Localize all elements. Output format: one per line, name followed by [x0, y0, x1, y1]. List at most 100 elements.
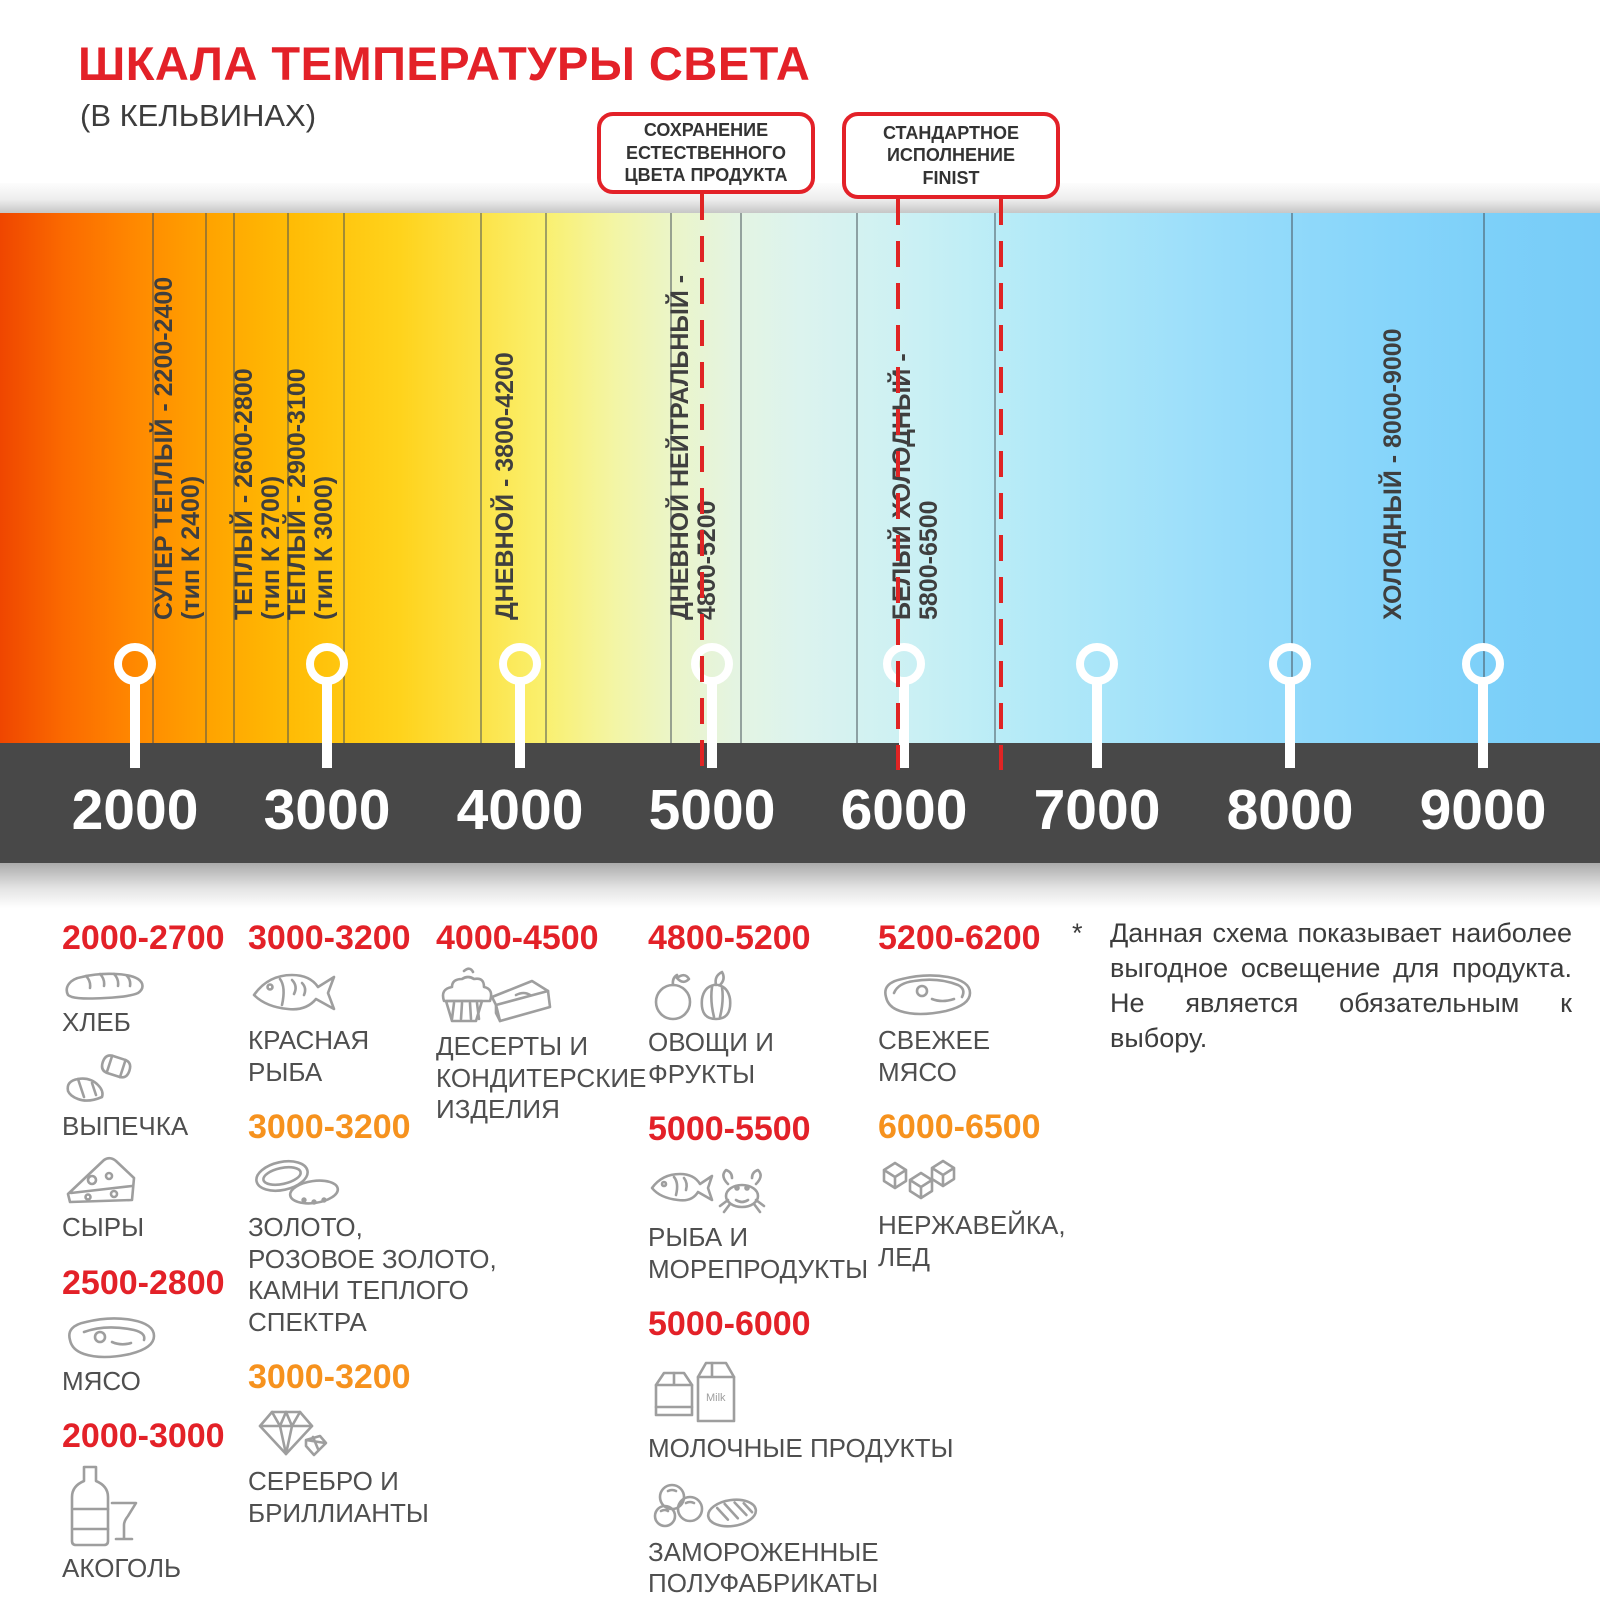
product-column: 5200-6200 СВЕЖЕЕ МЯСО 6000-6500 НЕРЖАВЕЙКА,… — [878, 905, 1098, 1273]
temperature-range-label: 5000-6000 — [648, 1305, 811, 1343]
page-title: ШКАЛА ТЕМПЕРАТУРЫ СВЕТА — [78, 37, 811, 90]
footnote-asterisk: * — [1072, 918, 1083, 948]
zone-label: ДНЕВНОЙ - 3800-4200 — [490, 352, 519, 620]
footnote-text: Данная схема показывает наиболее выгодно… — [1110, 918, 1572, 1054]
dessert-icon — [436, 965, 656, 1027]
axis-tick-label: 3000 — [263, 778, 391, 842]
temperature-range-label: 2000-2700 — [62, 919, 225, 957]
zone-label: ХОЛОДНЫЙ - 8000-9000 — [1378, 328, 1407, 620]
page-subtitle: (В КЕЛЬВИНАХ) — [80, 98, 317, 133]
product-item: РЫБА И МОРЕПРОДУКТЫ — [648, 1156, 868, 1285]
zone-label: СУПЕР ТЕПЛЫЙ - 2200-2400 (тип К 2400) — [150, 276, 205, 620]
zone-boundary-line — [994, 213, 996, 743]
product-item-label: ЗОЛОТО, РОЗОВОЕ ЗОЛОТО, КАМНИ ТЕПЛОГО СП… — [248, 1212, 497, 1337]
guide-dashed-line — [700, 194, 704, 770]
product-item: ХЛЕБ — [62, 965, 282, 1039]
axis-marker-ring — [1076, 643, 1118, 685]
temperature-range-label: 2500-2800 — [62, 1263, 225, 1302]
product-item-label: ХЛЕБ — [62, 1007, 131, 1037]
fish-icon — [248, 965, 468, 1021]
meat-icon — [62, 1310, 282, 1362]
product-item: СЕРЕБРО И БРИЛЛИАНТЫ — [248, 1404, 468, 1529]
product-item-label: СВЕЖЕЕ МЯСО — [878, 1025, 991, 1087]
axis-marker-stem — [707, 681, 717, 768]
temperature-range-label: 2000-3000 — [62, 1417, 225, 1455]
zone-boundary-line — [670, 213, 672, 743]
axis-marker-stem — [1092, 681, 1102, 768]
product-item-label: ВЫПЕЧКА — [62, 1110, 189, 1141]
axis-tick-label: 9000 — [1419, 778, 1547, 842]
zone-boundary-line — [233, 213, 235, 743]
axis-marker-ring — [883, 643, 925, 685]
axis-marker-ring — [1462, 643, 1504, 685]
product-item-label: ЗАМОРОЖЕННЫЕ ПОЛУФАБРИКАТЫ — [648, 1536, 879, 1599]
product-item-label: ДЕСЕРТЫ И КОНДИТЕРСКИЕ ИЗДЕЛИЯ — [436, 1031, 647, 1124]
product-item: СВЕЖЕЕ МЯСО — [878, 965, 1098, 1088]
product-item: КРАСНАЯ РЫБА — [248, 965, 468, 1088]
product-column: 4800-5200 ОВОЩИ И ФРУКТЫ 5000-5500 РЫБА И М… — [648, 905, 954, 1600]
temperature-range-label: 5000-5500 — [648, 1110, 811, 1148]
zone-label: ТЕПЛЫЙ - 2600-2800 (тип К 2700) — [230, 368, 285, 620]
product-item-label: СЫРЫ — [62, 1212, 145, 1242]
axis-tick-label: 2000 — [71, 778, 199, 842]
axis-tick-label: 5000 — [648, 778, 776, 842]
product-item-label: КРАСНАЯ РЫБА — [248, 1025, 370, 1087]
callout-finist-standard: СТАНДАРТНОЕ ИСПОЛНЕНИЕ FINIST — [842, 112, 1060, 199]
callout-natural-color-text: СОХРАНЕНИЕ ЕСТЕСТВЕННОГО ЦВЕТА ПРОДУКТА — [624, 120, 788, 186]
temperature-range-label: 5200-6200 — [878, 919, 1041, 957]
croissant-icon — [62, 1049, 282, 1107]
axis-tick-label: 4000 — [456, 778, 584, 842]
axis-tick-label: 7000 — [1033, 778, 1161, 842]
temperature-range-label: 3000-3200 — [248, 1358, 411, 1396]
temperature-range-label: 4000-4500 — [436, 919, 599, 957]
zone-boundary-line — [343, 213, 345, 743]
zone-boundary-line — [287, 213, 289, 743]
axis-marker-ring — [691, 643, 733, 685]
zone-boundary-line — [740, 213, 742, 743]
product-item-label: СЕРЕБРО И БРИЛЛИАНТЫ — [248, 1466, 429, 1528]
product-item: Milk МОЛОЧНЫЕ ПРОДУКТЫ — [648, 1351, 954, 1465]
product-item: СЫРЫ — [62, 1152, 282, 1244]
temperature-range-label: 3000-3200 — [248, 919, 411, 957]
axis-marker-stem — [515, 681, 525, 768]
bread-icon — [62, 965, 282, 1003]
product-item-label: МОЛОЧНЫЕ ПРОДУКТЫ — [648, 1433, 954, 1463]
ice-icon — [878, 1154, 1098, 1206]
axis-marker-stem — [899, 681, 909, 768]
axis-shadow — [0, 863, 1600, 908]
temperature-range-label: 4800-5200 — [648, 919, 811, 957]
zone-boundary-line — [856, 213, 858, 743]
milk-icon: Milk — [648, 1351, 868, 1429]
cheese-icon — [62, 1152, 282, 1208]
zone-label: ДНЕВНОЙ НЕЙТРАЛЬНЫЙ - 4800-5200 — [666, 274, 721, 620]
product-column: 2000-2700 ХЛЕБ ВЫПЕЧКА СЫРЫ 2500-2800 МЯСО 200… — [62, 905, 282, 1585]
product-item-label: РЫБА И МОРЕПРОДУКТЫ — [648, 1222, 869, 1284]
callout-natural-color: СОХРАНЕНИЕ ЕСТЕСТВЕННОГО ЦВЕТА ПРОДУКТА — [597, 112, 815, 194]
axis-marker-ring — [114, 643, 156, 685]
temperature-range-label: 6000-6500 — [878, 1108, 1041, 1146]
product-item: НЕРЖАВЕЙКА, ЛЕД — [878, 1154, 1098, 1273]
product-item: ДЕСЕРТЫ И КОНДИТЕРСКИЕ ИЗДЕЛИЯ — [436, 965, 656, 1126]
zone-boundary-line — [1291, 213, 1293, 743]
diamond-icon — [248, 1404, 468, 1462]
zone-boundary-line — [545, 213, 547, 743]
axis-marker-ring — [499, 643, 541, 685]
axis-tick-label: 6000 — [840, 778, 968, 842]
zone-boundary-line — [152, 213, 154, 743]
zone-boundary-line — [205, 213, 207, 743]
product-item-label: НЕРЖАВЕЙКА, ЛЕД — [878, 1210, 1066, 1272]
kelvin-axis-bar — [0, 743, 1600, 863]
product-item-label: АКОГОЛЬ — [62, 1553, 182, 1583]
temperature-gradient-bar — [0, 213, 1600, 743]
axis-marker-stem — [1478, 681, 1488, 768]
alcohol-icon — [62, 1463, 282, 1549]
callout-finist-standard-text: СТАНДАРТНОЕ ИСПОЛНЕНИЕ FINIST — [882, 122, 1019, 188]
seafood-icon — [648, 1156, 868, 1218]
fresh-meat-icon — [878, 965, 1098, 1021]
product-item-label: МЯСО — [62, 1365, 141, 1396]
product-item: АКОГОЛЬ — [62, 1463, 282, 1585]
product-item: ЗАМОРОЖЕННЫЕ ПОЛУФАБРИКАТЫ — [648, 1475, 879, 1600]
product-column: 3000-3200 КРАСНАЯ РЫБА 3000-3200 ЗОЛОТО, РО… — [248, 905, 497, 1529]
axis-marker-stem — [130, 681, 140, 768]
